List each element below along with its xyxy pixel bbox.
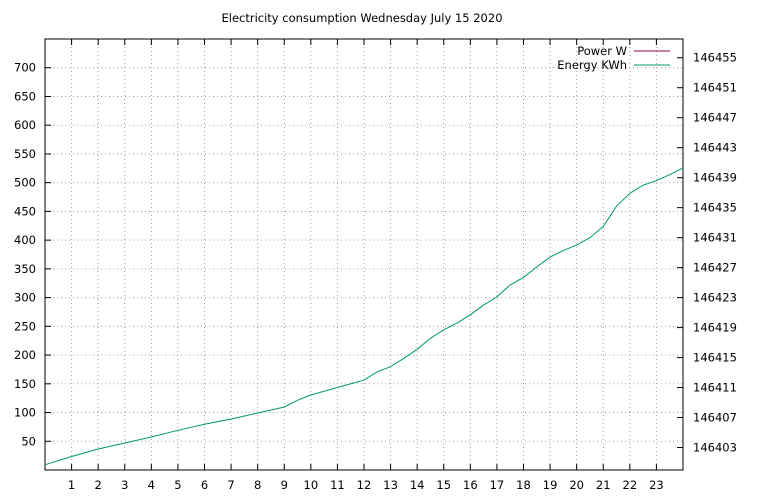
y-right-tick-label: 146427	[693, 261, 737, 275]
y-left-tick-label: 700	[14, 61, 36, 75]
y-right-tick-label: 146455	[693, 51, 737, 65]
y-left-tick-label: 450	[14, 204, 36, 218]
grid-lines	[45, 39, 683, 470]
y-right-tick-label: 146447	[693, 111, 737, 125]
x-tick-label: 23	[649, 478, 664, 492]
x-tick-label: 20	[569, 478, 584, 492]
legend-label: Energy KWh	[557, 58, 627, 72]
y-left-tick-label: 400	[14, 233, 36, 247]
x-tick-label: 21	[596, 478, 611, 492]
y-right-tick-label: 146431	[693, 231, 737, 245]
y-right-tick-label: 146435	[693, 201, 737, 215]
x-tick-label: 2	[95, 478, 102, 492]
y-left-tick-label: 150	[14, 377, 36, 391]
x-tick-label: 5	[174, 478, 181, 492]
y-right-tick-label: 146419	[693, 321, 737, 335]
x-tick-label: 10	[304, 478, 319, 492]
series-line-1	[44, 167, 684, 466]
series-lines	[44, 167, 684, 466]
x-tick-label: 18	[516, 478, 531, 492]
y-left-tick-label: 200	[14, 348, 36, 362]
y-left-tick-label: 350	[14, 262, 36, 276]
x-tick-label: 17	[490, 478, 505, 492]
y-right-tick-label: 146439	[693, 171, 737, 185]
x-tick-label: 3	[121, 478, 128, 492]
y-right-tick-label: 146411	[693, 381, 737, 395]
y-left-tick-label: 50	[21, 434, 36, 448]
x-tick-label: 9	[281, 478, 288, 492]
x-tick-label: 22	[623, 478, 638, 492]
x-tick-label: 13	[383, 478, 398, 492]
y-left-tick-label: 600	[14, 118, 36, 132]
y-axis-right: 146403 146407 146411 146415 146419 146423 1464…	[677, 51, 737, 455]
x-tick-label: 14	[410, 478, 425, 492]
x-tick-label: 6	[201, 478, 208, 492]
x-tick-label: 4	[148, 478, 155, 492]
y-right-tick-label: 146403	[693, 441, 737, 455]
y-left-tick-label: 100	[14, 406, 36, 420]
x-axis: 1 2 3 4 5 6 7 8 9 10 11 12 13 14 15 16 17 18 19 20 21 22 23	[68, 39, 664, 492]
y-right-tick-label: 146423	[693, 291, 737, 305]
x-tick-label: 1	[68, 478, 75, 492]
y-left-tick-label: 550	[14, 147, 36, 161]
x-tick-label: 15	[436, 478, 451, 492]
y-right-tick-label: 146407	[693, 411, 737, 425]
x-tick-label: 7	[227, 478, 234, 492]
x-tick-label: 16	[463, 478, 478, 492]
y-left-tick-label: 500	[14, 176, 36, 190]
x-tick-label: 11	[330, 478, 345, 492]
y-axis-left: 50 100 150 200 250 300 350 400 450 500 550 600 650 70…	[14, 61, 51, 448]
y-left-tick-label: 650	[14, 89, 36, 103]
x-tick-label: 8	[254, 478, 261, 492]
y-right-tick-label: 146415	[693, 351, 737, 365]
y-right-tick-label: 146451	[693, 81, 737, 95]
y-left-tick-label: 300	[14, 291, 36, 305]
x-tick-label: 12	[357, 478, 372, 492]
chart-title: Electricity consumption Wednesday July 1…	[221, 11, 502, 25]
x-tick-label: 19	[543, 478, 558, 492]
y-right-tick-label: 146443	[693, 141, 737, 155]
legend-label: Power W	[577, 44, 627, 58]
y-left-tick-label: 250	[14, 319, 36, 333]
